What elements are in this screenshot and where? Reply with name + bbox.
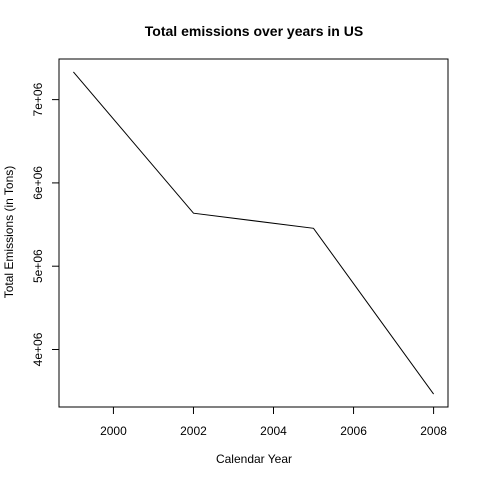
x-axis: 2000 2002 2004 2006 2008: [100, 407, 447, 438]
y-axis: 4e+06 5e+06 6e+06 7e+06: [31, 82, 59, 366]
y-tick-label: 7e+06: [31, 82, 45, 116]
chart-title: Total emissions over years in US: [145, 23, 363, 39]
y-tick-label: 6e+06: [31, 166, 45, 200]
y-tick-label: 5e+06: [31, 249, 45, 283]
x-tick-label: 2004: [260, 424, 287, 438]
x-axis-label: Calendar Year: [216, 452, 292, 466]
plot-frame: [58, 58, 449, 408]
x-tick-label: 2000: [100, 424, 127, 438]
x-tick-label: 2008: [420, 424, 447, 438]
series-layer: [73, 71, 435, 395]
x-tick-label: 2006: [340, 424, 367, 438]
y-tick-label: 4e+06: [31, 332, 45, 366]
emissions-series-line: [73, 71, 435, 395]
x-tick-label: 2002: [180, 424, 207, 438]
y-axis-label: Total Emissions (in Tons): [2, 166, 16, 299]
